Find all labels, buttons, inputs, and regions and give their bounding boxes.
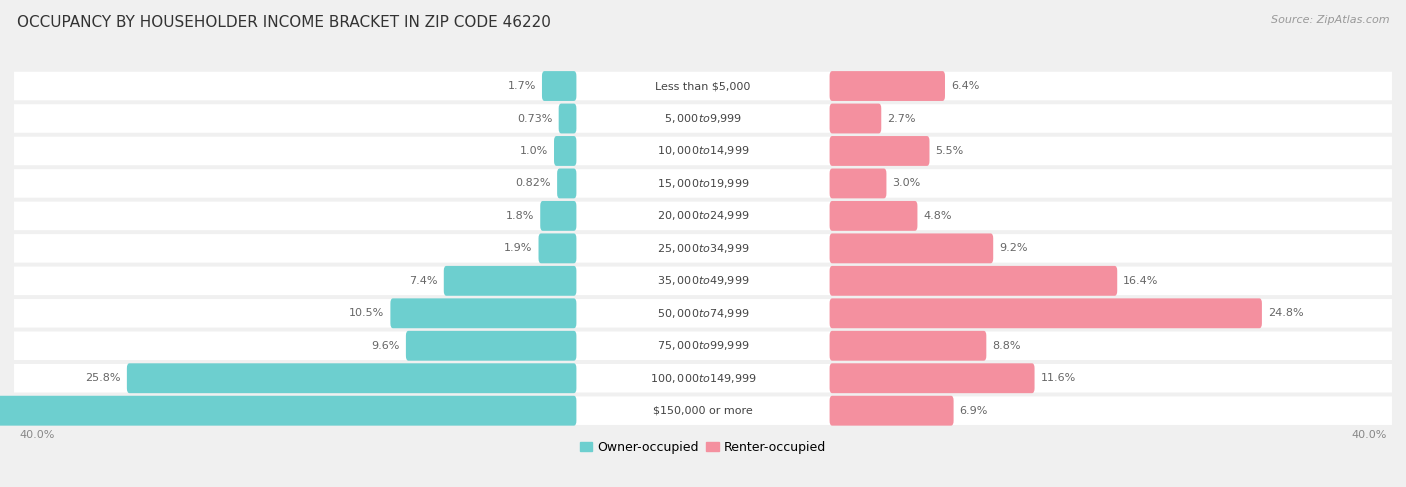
Text: $35,000 to $49,999: $35,000 to $49,999 xyxy=(657,274,749,287)
Text: 9.2%: 9.2% xyxy=(1000,244,1028,253)
FancyBboxPatch shape xyxy=(391,299,576,328)
Text: Source: ZipAtlas.com: Source: ZipAtlas.com xyxy=(1271,15,1389,25)
Text: 1.9%: 1.9% xyxy=(505,244,533,253)
Text: $150,000 or more: $150,000 or more xyxy=(654,406,752,416)
Text: $20,000 to $24,999: $20,000 to $24,999 xyxy=(657,209,749,223)
FancyBboxPatch shape xyxy=(14,137,1392,165)
Text: 8.8%: 8.8% xyxy=(993,341,1021,351)
Text: 3.0%: 3.0% xyxy=(893,178,921,188)
FancyBboxPatch shape xyxy=(14,72,1392,100)
Text: $15,000 to $19,999: $15,000 to $19,999 xyxy=(657,177,749,190)
FancyBboxPatch shape xyxy=(540,201,576,231)
FancyBboxPatch shape xyxy=(14,396,1392,425)
FancyBboxPatch shape xyxy=(14,104,1392,133)
Text: $100,000 to $149,999: $100,000 to $149,999 xyxy=(650,372,756,385)
Text: Less than $5,000: Less than $5,000 xyxy=(655,81,751,91)
FancyBboxPatch shape xyxy=(830,136,929,166)
Text: 6.4%: 6.4% xyxy=(950,81,980,91)
FancyBboxPatch shape xyxy=(14,234,1392,262)
FancyBboxPatch shape xyxy=(538,233,576,263)
FancyBboxPatch shape xyxy=(0,396,576,426)
Text: 0.82%: 0.82% xyxy=(516,178,551,188)
FancyBboxPatch shape xyxy=(127,363,576,393)
FancyBboxPatch shape xyxy=(830,299,1263,328)
Text: 24.8%: 24.8% xyxy=(1268,308,1303,318)
FancyBboxPatch shape xyxy=(830,71,945,101)
FancyBboxPatch shape xyxy=(830,233,993,263)
Text: 1.7%: 1.7% xyxy=(508,81,536,91)
Text: $75,000 to $99,999: $75,000 to $99,999 xyxy=(657,339,749,352)
FancyBboxPatch shape xyxy=(14,364,1392,393)
Legend: Owner-occupied, Renter-occupied: Owner-occupied, Renter-occupied xyxy=(575,436,831,459)
Text: $50,000 to $74,999: $50,000 to $74,999 xyxy=(657,307,749,320)
Text: 11.6%: 11.6% xyxy=(1040,373,1076,383)
Text: 6.9%: 6.9% xyxy=(960,406,988,416)
Text: OCCUPANCY BY HOUSEHOLDER INCOME BRACKET IN ZIP CODE 46220: OCCUPANCY BY HOUSEHOLDER INCOME BRACKET … xyxy=(17,15,551,30)
Text: 0.73%: 0.73% xyxy=(517,113,553,124)
FancyBboxPatch shape xyxy=(14,202,1392,230)
Text: 1.8%: 1.8% xyxy=(506,211,534,221)
FancyBboxPatch shape xyxy=(557,169,576,198)
Text: $10,000 to $14,999: $10,000 to $14,999 xyxy=(657,145,749,157)
FancyBboxPatch shape xyxy=(14,299,1392,328)
Text: 5.5%: 5.5% xyxy=(935,146,963,156)
FancyBboxPatch shape xyxy=(444,266,576,296)
Text: 10.5%: 10.5% xyxy=(349,308,384,318)
Text: 4.8%: 4.8% xyxy=(924,211,952,221)
FancyBboxPatch shape xyxy=(541,71,576,101)
Text: $25,000 to $34,999: $25,000 to $34,999 xyxy=(657,242,749,255)
Text: 7.4%: 7.4% xyxy=(409,276,437,286)
FancyBboxPatch shape xyxy=(14,266,1392,295)
FancyBboxPatch shape xyxy=(14,169,1392,198)
FancyBboxPatch shape xyxy=(830,104,882,133)
Text: 1.0%: 1.0% xyxy=(520,146,548,156)
FancyBboxPatch shape xyxy=(558,104,576,133)
Text: 16.4%: 16.4% xyxy=(1123,276,1159,286)
Text: 9.6%: 9.6% xyxy=(371,341,399,351)
FancyBboxPatch shape xyxy=(830,169,886,198)
Text: 2.7%: 2.7% xyxy=(887,113,915,124)
FancyBboxPatch shape xyxy=(830,331,987,361)
FancyBboxPatch shape xyxy=(830,396,953,426)
Text: 25.8%: 25.8% xyxy=(86,373,121,383)
FancyBboxPatch shape xyxy=(830,201,918,231)
FancyBboxPatch shape xyxy=(406,331,576,361)
FancyBboxPatch shape xyxy=(830,363,1035,393)
FancyBboxPatch shape xyxy=(830,266,1118,296)
Text: 40.0%: 40.0% xyxy=(1351,430,1386,440)
Text: $5,000 to $9,999: $5,000 to $9,999 xyxy=(664,112,742,125)
Text: 40.0%: 40.0% xyxy=(20,430,55,440)
FancyBboxPatch shape xyxy=(554,136,576,166)
FancyBboxPatch shape xyxy=(14,332,1392,360)
